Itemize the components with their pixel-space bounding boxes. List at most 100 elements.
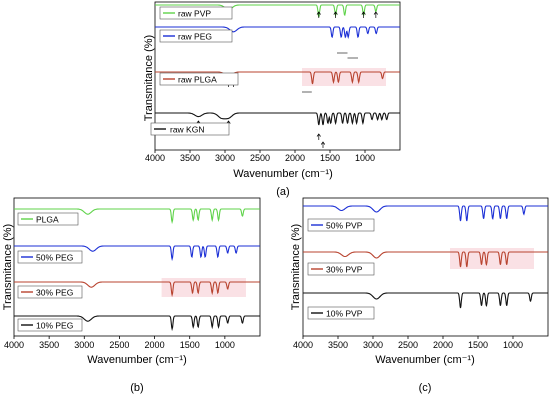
legend-label: 50% PVP: [326, 221, 363, 231]
panel-c-legends: 50% PVP 30% PVP 10% PVP: [307, 218, 375, 320]
x-tick-label: 2000: [145, 340, 165, 350]
x-tick-label: 4000: [4, 340, 24, 350]
legend-box: [159, 6, 233, 20]
legend-raw-pvp: raw PVP: [159, 6, 233, 20]
panel-b-x-label: Wavenumber (cm⁻¹): [87, 354, 187, 366]
red-curve-highlight: [161, 278, 246, 297]
legend-raw-kgn: raw KGN: [150, 122, 230, 136]
legend-label: PLGA: [36, 215, 59, 225]
x-tick-label: 3500: [39, 340, 59, 350]
panel-a-y-label: Transmitance (%): [143, 35, 155, 121]
x-tick-label: 1500: [320, 153, 340, 163]
legend-box: [159, 72, 239, 86]
legend-box: [150, 122, 230, 136]
legend-box: [307, 218, 375, 232]
legend-box: [17, 318, 83, 332]
x-tick-label: 3000: [215, 153, 235, 163]
x-tick-label: 1000: [215, 340, 235, 350]
legend-label: raw PLGA: [178, 75, 217, 85]
legend-plga: PLGA: [17, 212, 79, 226]
panel-b-plot-area: [14, 208, 260, 332]
legend-label: 30% PVP: [326, 265, 363, 275]
series-line-10-pvp: [303, 292, 548, 309]
x-tick-label: 2000: [285, 153, 305, 163]
panel-a-frame: [154, 1, 401, 151]
annotation-arrow-head: [196, 120, 201, 124]
legend-raw-peg: raw PEG: [159, 29, 233, 43]
series-line-50-pvp: [303, 205, 548, 222]
legend-box: [307, 306, 375, 320]
panel-c-x-label: Wavenumber (cm⁻¹): [375, 354, 475, 366]
legend-label: 30% PEG: [36, 288, 73, 298]
legend-label: 10% PEG: [36, 321, 73, 331]
series-line-30-pvp: [303, 251, 548, 268]
series-line-raw-plga: [155, 71, 400, 85]
legend-label: raw PEG: [178, 32, 212, 42]
series-line-raw-kgn: [155, 112, 400, 126]
legend-box: [17, 250, 83, 264]
panel-a-x-label: Wavenumber (cm⁻¹): [233, 168, 333, 180]
legend-label: raw KGN: [170, 125, 204, 135]
x-tick-label: 3000: [74, 340, 94, 350]
panel-b-y-label: Transmitance (%): [2, 224, 14, 310]
annotation-arrow-head: [333, 11, 338, 15]
series-line-50-peg: [14, 245, 260, 262]
annotation-arrow-head: [373, 11, 378, 15]
panel-a-plot-area: [155, 4, 400, 148]
legend-50-pvp: 50% PVP: [307, 218, 375, 232]
red-curve-highlight: [450, 248, 534, 269]
legend-box: [17, 285, 83, 299]
series-line-30-peg: [14, 281, 260, 298]
legend-10-pvp: 10% PVP: [307, 306, 375, 320]
legend-box: [159, 29, 233, 43]
x-tick-label: 1000: [503, 340, 523, 350]
panel-b-x-ticks: 4000 3500 3000 2500 2000 1500 1000: [4, 336, 235, 350]
panel-a: raw PVP raw PEG raw PLGA raw KGN 4000 350…: [143, 1, 401, 198]
panel-c-x-ticks: 4000 3500 3000 2500 2000 1500 1000: [293, 336, 523, 350]
annotation-arrow-head: [226, 120, 231, 124]
red-curve-highlight: [302, 68, 386, 86]
x-tick-label: 4000: [145, 153, 165, 163]
series-line-raw-peg: [155, 26, 400, 40]
legend-label: 10% PVP: [326, 309, 363, 319]
legend-30-pvp: 30% PVP: [307, 262, 375, 276]
annotation-arrow-head: [361, 11, 366, 15]
panel-b: PLGA 50% PEG 30% PEG 10% PEG 4000 3500 300…: [2, 197, 261, 394]
series-line-plga: [14, 208, 260, 225]
panel-c-label: (c): [419, 382, 432, 394]
legend-box: [17, 212, 79, 226]
panel-a-label: (a): [276, 186, 289, 198]
annotation-arrow-head: [320, 141, 326, 145]
panel-b-frame: [13, 197, 261, 337]
legend-50-peg: 50% PEG: [17, 250, 83, 264]
panel-c-y-label: Transmitance (%): [290, 224, 302, 310]
legend-label: 50% PEG: [36, 253, 73, 263]
panel-a-legends: raw PVP raw PEG raw PLGA raw KGN: [150, 6, 239, 136]
panel-a-x-ticks: 4000 3500 3000 2500 2000 1500 1000: [145, 150, 375, 163]
x-tick-label: 3500: [328, 340, 348, 350]
x-tick-label: 2500: [250, 153, 270, 163]
panel-c: 50% PVP 30% PVP 10% PVP 4000 3500 3000 2500…: [290, 197, 549, 394]
annotation-arrow-head: [316, 11, 321, 15]
x-tick-label: 2500: [109, 340, 129, 350]
x-tick-label: 1500: [180, 340, 200, 350]
panel-c-frame: [302, 197, 549, 337]
annotation-arrow-head: [316, 133, 321, 137]
panel-b-legends: PLGA 50% PEG 30% PEG 10% PEG: [17, 212, 83, 332]
legend-label: raw PVP: [178, 9, 211, 19]
x-tick-label: 2000: [433, 340, 453, 350]
x-tick-label: 3500: [180, 153, 200, 163]
series-line-10-peg: [14, 315, 260, 332]
x-tick-label: 1500: [468, 340, 488, 350]
panel-c-plot-area: [303, 205, 548, 309]
x-tick-label: 2500: [398, 340, 418, 350]
x-tick-label: 1000: [355, 153, 375, 163]
legend-box: [307, 262, 375, 276]
panel-b-label: (b): [130, 382, 143, 394]
legend-10-peg: 10% PEG: [17, 318, 83, 332]
legend-raw-plga: raw PLGA: [159, 72, 239, 86]
legend-30-peg: 30% PEG: [17, 285, 83, 299]
series-line-raw-pvp: [155, 4, 400, 18]
x-tick-label: 3000: [363, 340, 383, 350]
